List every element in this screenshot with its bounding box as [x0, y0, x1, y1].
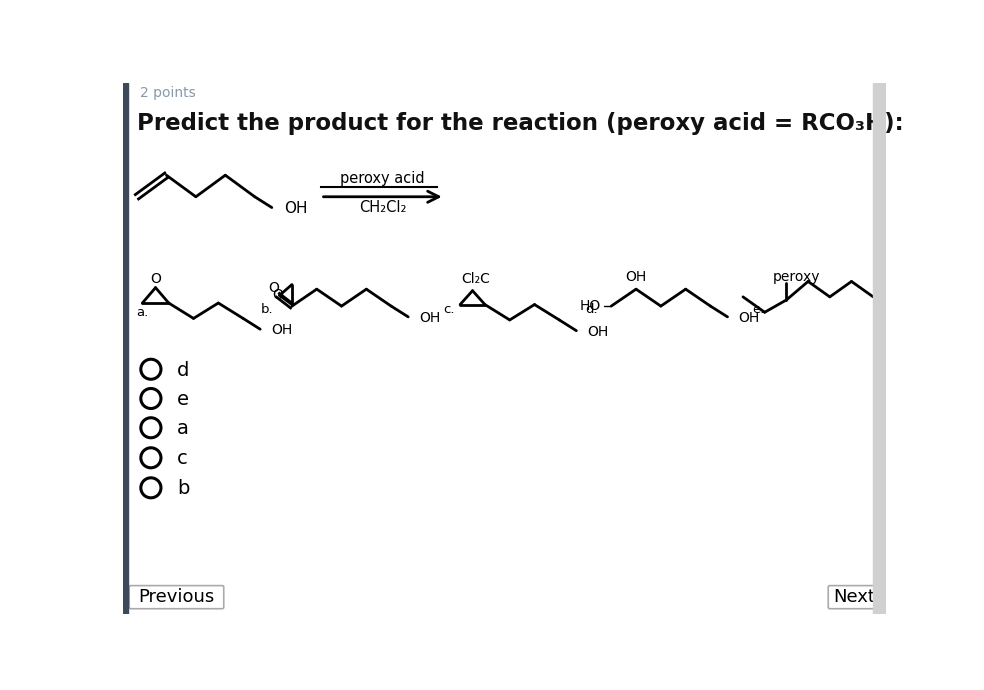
Text: O: O [151, 272, 161, 286]
Text: d.: d. [584, 304, 597, 317]
Text: Previous: Previous [139, 588, 215, 606]
Text: b: b [177, 479, 190, 498]
Text: OH: OH [626, 270, 646, 284]
FancyBboxPatch shape [829, 586, 880, 609]
Text: O: O [273, 288, 283, 302]
Text: OH: OH [419, 310, 440, 325]
Text: peroxy: peroxy [772, 270, 820, 284]
FancyBboxPatch shape [129, 586, 223, 609]
Text: a.: a. [136, 306, 149, 319]
Text: b.: b. [261, 304, 274, 317]
Bar [873, 83, 886, 614]
Bar [123, 83, 129, 614]
Text: peroxy acid: peroxy acid [340, 171, 425, 186]
Text: c.: c. [443, 304, 455, 317]
Text: OH: OH [284, 201, 308, 216]
Text: 2 points: 2 points [140, 86, 196, 100]
Text: OH: OH [271, 323, 292, 337]
Text: HO: HO [580, 299, 600, 313]
Text: CH₂Cl₂: CH₂Cl₂ [359, 200, 406, 215]
Text: a: a [177, 419, 189, 438]
Text: O: O [268, 281, 278, 295]
Text: OH: OH [738, 310, 760, 325]
Text: Next: Next [832, 588, 875, 606]
Text: OH: OH [587, 324, 608, 339]
Text: e.: e. [753, 304, 765, 317]
Text: Cl₂C: Cl₂C [461, 272, 491, 286]
Text: Predict the product for the reaction (peroxy acid = RCO₃H):: Predict the product for the reaction (pe… [137, 112, 903, 135]
Text: d: d [177, 360, 190, 380]
Text: e: e [177, 390, 189, 408]
Text: c: c [177, 449, 188, 468]
